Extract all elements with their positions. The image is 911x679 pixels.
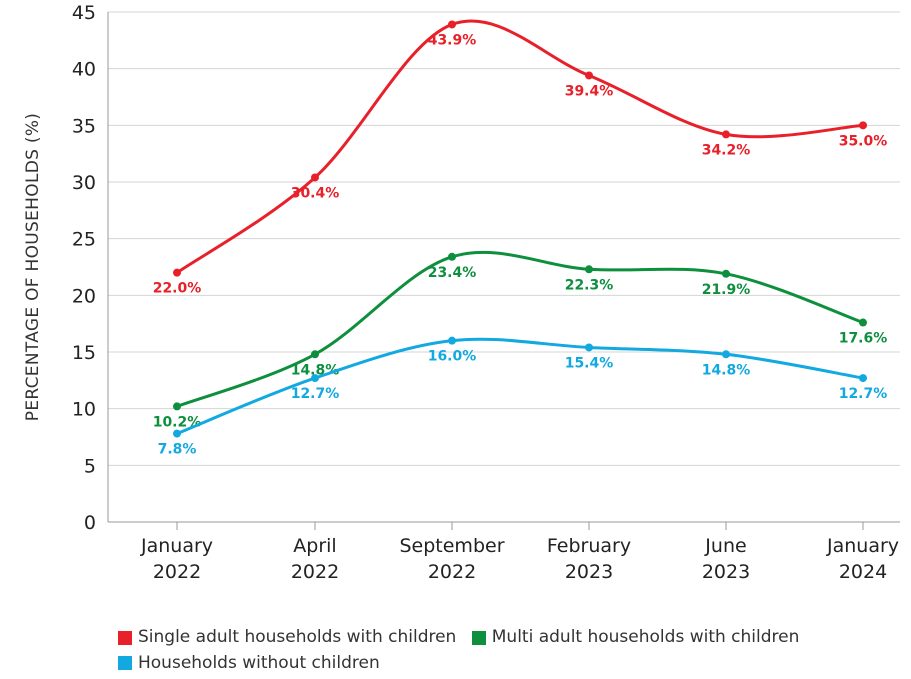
y-tick-label-0: 0 bbox=[84, 512, 96, 534]
point-multi-adult-1 bbox=[311, 350, 319, 359]
data-label-single-adult-5: 35.0% bbox=[839, 133, 888, 149]
legend-swatch-without-children bbox=[118, 656, 132, 670]
y-tick-label-10: 10 bbox=[72, 399, 96, 421]
data-label-without-children-1: 12.7% bbox=[291, 386, 340, 402]
x-tick-label-4-line1: June bbox=[704, 535, 746, 557]
data-label-single-adult-0: 22.0% bbox=[153, 281, 202, 297]
legend-label-without-children: Households without children bbox=[138, 652, 380, 673]
legend-row-2: Households without children bbox=[118, 652, 898, 678]
legend-item-single-adult: Single adult households with children bbox=[118, 626, 456, 649]
x-tick-label-4-line2: 2023 bbox=[702, 561, 750, 583]
legend-label-single-adult: Single adult households with children bbox=[138, 627, 457, 647]
y-tick-label-30: 30 bbox=[72, 172, 96, 194]
series-line-multi-adult bbox=[175, 250, 865, 408]
y-tick-label-20: 20 bbox=[72, 285, 96, 307]
y-tick-label-35: 35 bbox=[72, 115, 96, 137]
x-tick-label-0-line1: January bbox=[140, 535, 213, 557]
data-label-single-adult-2: 43.9% bbox=[428, 32, 477, 48]
point-multi-adult-2 bbox=[448, 252, 456, 261]
point-without-children-3 bbox=[585, 343, 593, 352]
point-single-adult-5 bbox=[859, 121, 867, 130]
x-tick-label-3-line2: 2023 bbox=[565, 561, 613, 583]
y-tick-label-40: 40 bbox=[72, 59, 96, 81]
legend-swatch-single-adult bbox=[118, 630, 132, 645]
x-tick-label-5-line1: January bbox=[826, 535, 899, 557]
x-tick-label-0-line2: 2022 bbox=[153, 561, 201, 583]
series-line-without-children bbox=[175, 337, 865, 436]
legend-swatch-multi-adult bbox=[471, 630, 486, 645]
point-without-children-1 bbox=[311, 374, 319, 383]
legend-item-without-children: Households without children bbox=[118, 652, 380, 675]
data-label-single-adult-4: 34.2% bbox=[702, 142, 751, 158]
x-tick-label-2-line2: 2022 bbox=[428, 561, 476, 583]
x-tick-label-1-line1: April bbox=[293, 535, 336, 557]
point-without-children-2 bbox=[448, 336, 456, 345]
data-label-without-children-3: 15.4% bbox=[565, 355, 614, 371]
data-label-single-adult-1: 30.4% bbox=[291, 185, 340, 201]
point-without-children-4 bbox=[722, 350, 730, 359]
data-label-multi-adult-5: 17.6% bbox=[839, 331, 888, 347]
point-single-adult-0 bbox=[173, 268, 181, 277]
data-label-without-children-0: 7.8% bbox=[158, 442, 197, 458]
legend-item-multi-adult: Multi adult households with children bbox=[471, 626, 800, 649]
data-label-without-children-5: 12.7% bbox=[839, 386, 888, 402]
data-label-single-adult-3: 39.4% bbox=[565, 83, 614, 99]
y-tick-label-15: 15 bbox=[72, 342, 96, 364]
data-label-without-children-4: 14.8% bbox=[702, 362, 751, 378]
legend-row-1: Single adult households with children Mu… bbox=[118, 626, 898, 652]
y-axis-label: PERCENTAGE OF HOUSEHOLDS (%) bbox=[23, 113, 43, 421]
point-without-children-5 bbox=[859, 374, 867, 383]
data-label-multi-adult-3: 22.3% bbox=[565, 277, 614, 293]
data-label-multi-adult-4: 21.9% bbox=[702, 282, 751, 298]
x-tick-label-1-line2: 2022 bbox=[291, 561, 339, 583]
data-label-multi-adult-2: 23.4% bbox=[428, 265, 477, 281]
x-tick-label-2-line1: September bbox=[399, 535, 504, 557]
point-multi-adult-5 bbox=[859, 318, 867, 327]
legend: Single adult households with children Mu… bbox=[118, 626, 898, 677]
data-label-without-children-2: 16.0% bbox=[428, 349, 477, 365]
point-multi-adult-0 bbox=[173, 402, 181, 411]
series-line-single-adult bbox=[175, 19, 865, 275]
y-tick-label-45: 45 bbox=[72, 2, 96, 24]
x-tick-label-5-line2: 2024 bbox=[839, 561, 887, 583]
point-single-adult-2 bbox=[448, 20, 456, 29]
point-single-adult-3 bbox=[585, 71, 593, 80]
data-label-multi-adult-0: 10.2% bbox=[153, 414, 202, 430]
legend-label-multi-adult: Multi adult households with children bbox=[491, 627, 800, 647]
line-chart: 0 5 10 15 20 25 30 35 40 45 January 2022 April 2022 Se… bbox=[23, 2, 900, 583]
y-tick-label-5: 5 bbox=[84, 455, 96, 477]
point-multi-adult-4 bbox=[722, 269, 730, 278]
point-single-adult-1 bbox=[311, 173, 319, 182]
x-tick-label-3-line1: February bbox=[547, 535, 631, 557]
point-single-adult-4 bbox=[722, 130, 730, 139]
point-without-children-0 bbox=[173, 429, 181, 438]
point-multi-adult-3 bbox=[585, 265, 593, 274]
y-tick-label-25: 25 bbox=[72, 229, 96, 251]
